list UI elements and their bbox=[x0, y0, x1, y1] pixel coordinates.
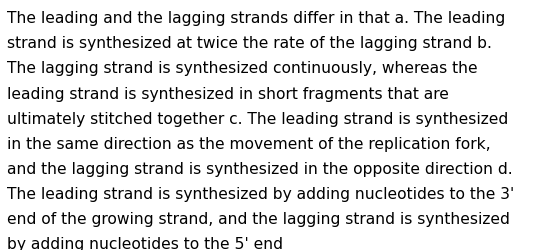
Text: and the lagging strand is synthesized in the opposite direction d.: and the lagging strand is synthesized in… bbox=[7, 161, 513, 176]
Text: The lagging strand is synthesized continuously, whereas the: The lagging strand is synthesized contin… bbox=[7, 61, 478, 76]
Text: The leading and the lagging strands differ in that a. The leading: The leading and the lagging strands diff… bbox=[7, 11, 506, 26]
Text: ultimately stitched together c. The leading strand is synthesized: ultimately stitched together c. The lead… bbox=[7, 111, 508, 126]
Text: in the same direction as the movement of the replication fork,: in the same direction as the movement of… bbox=[7, 136, 491, 151]
Text: end of the growing strand, and the lagging strand is synthesized: end of the growing strand, and the laggi… bbox=[7, 211, 510, 226]
Text: strand is synthesized at twice the rate of the lagging strand b.: strand is synthesized at twice the rate … bbox=[7, 36, 492, 51]
Text: by adding nucleotides to the 5' end: by adding nucleotides to the 5' end bbox=[7, 236, 283, 250]
Text: leading strand is synthesized in short fragments that are: leading strand is synthesized in short f… bbox=[7, 86, 449, 101]
Text: The leading strand is synthesized by adding nucleotides to the 3': The leading strand is synthesized by add… bbox=[7, 186, 514, 201]
